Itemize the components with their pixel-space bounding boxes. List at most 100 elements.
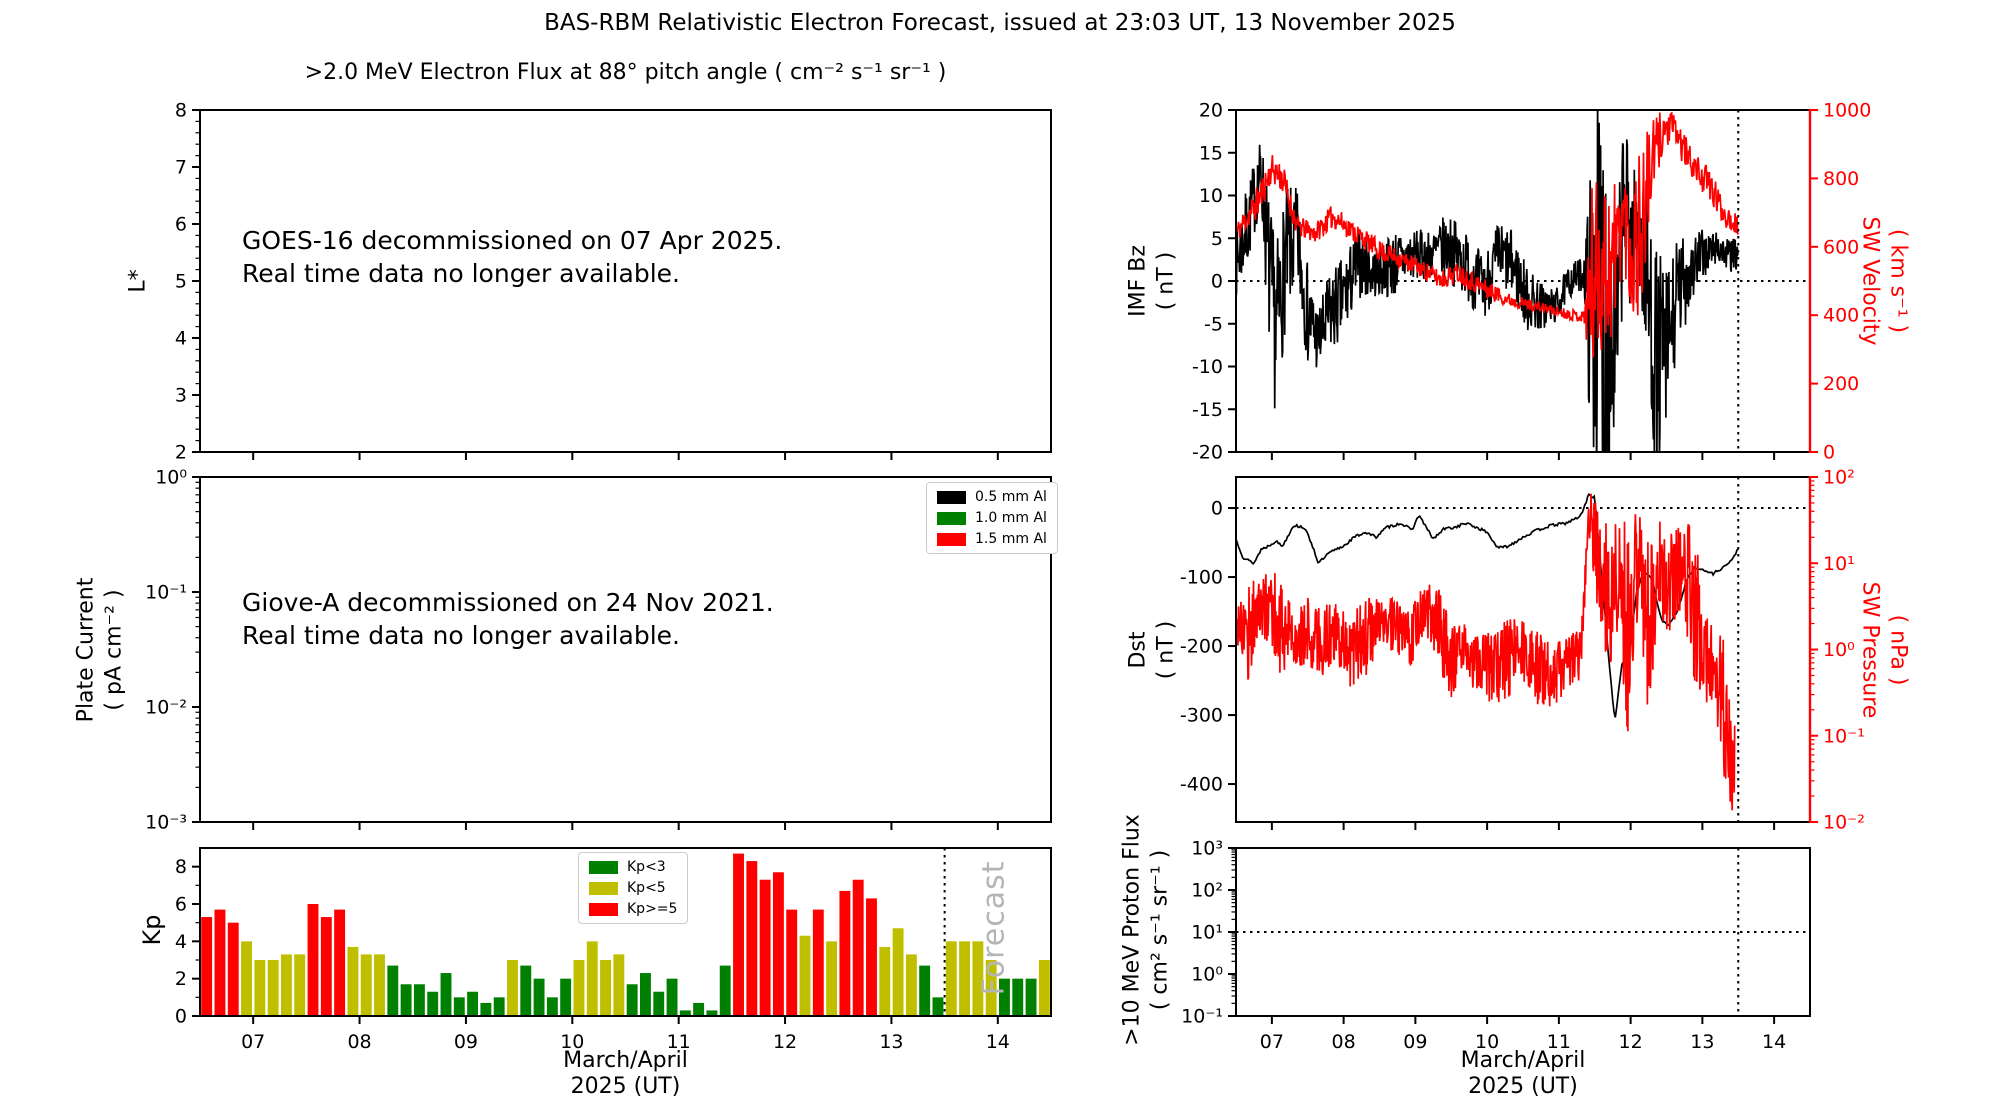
legend-item: 1.0 mm Al bbox=[937, 510, 1047, 526]
legend-item: 0.5 mm Al bbox=[937, 489, 1047, 505]
y-tick-label-right: 200 bbox=[1823, 373, 1859, 395]
kp-bar bbox=[972, 941, 984, 1016]
lstar-axis-label: L* bbox=[125, 269, 151, 293]
y-tick-label: -100 bbox=[1180, 567, 1223, 589]
goes16-decommissioned-note: GOES-16 decommissioned on 07 Apr 2025. R… bbox=[242, 226, 783, 288]
kp-bar bbox=[573, 960, 585, 1016]
y-tick-label-right: 10² bbox=[1823, 467, 1855, 489]
dst-pressure-panel: 0 -100 -200 -300 -400 10² 10¹ 10⁰ 10⁻¹ 10⁻² bbox=[1180, 467, 1865, 834]
kp-bar bbox=[759, 879, 771, 1016]
plate-current-axis-label: Plate Current( pA cm⁻² ) bbox=[73, 577, 127, 723]
x-tick-label: 09 bbox=[454, 1031, 478, 1053]
y-tick-label-right: 800 bbox=[1823, 168, 1859, 190]
kp-bar bbox=[786, 909, 798, 1016]
x-tick-label: 09 bbox=[1403, 1031, 1427, 1053]
kp-bar bbox=[959, 941, 971, 1016]
legend-item: Kp<3 bbox=[589, 859, 677, 875]
kp-bar bbox=[201, 917, 213, 1016]
kp-bar bbox=[374, 954, 385, 1016]
kp-bar bbox=[985, 960, 997, 1016]
sw-velocity-line bbox=[1236, 112, 1740, 358]
kp-bar bbox=[294, 954, 306, 1016]
y-tick-label: 8 bbox=[175, 100, 187, 122]
kp-bar bbox=[560, 978, 572, 1016]
y-tick-label: 10⁻³ bbox=[145, 812, 187, 834]
dst-axis-label: Dst( nT ) bbox=[1125, 620, 1179, 680]
legend-swatch-red bbox=[937, 532, 966, 546]
y-tick-label: 4 bbox=[175, 931, 187, 953]
y-tick-label: 0 bbox=[175, 1006, 187, 1028]
y-tick-label: 10⁰ bbox=[155, 467, 187, 489]
y-tick-label-right: 600 bbox=[1823, 236, 1859, 258]
x-tick-label: 08 bbox=[1332, 1031, 1356, 1053]
kp-bar bbox=[427, 991, 439, 1016]
y-tick-label: -10 bbox=[1192, 356, 1223, 378]
kp-bar bbox=[905, 954, 917, 1016]
x-tick-label: 11 bbox=[667, 1031, 691, 1053]
kp-bar bbox=[241, 941, 252, 1016]
kp-bar bbox=[839, 890, 851, 1016]
plate-current-panel: 10⁰ 10⁻¹ 10⁻² 10⁻³ bbox=[145, 467, 1052, 834]
kp-bar bbox=[799, 935, 811, 1016]
y-tick-label: 2 bbox=[175, 442, 187, 464]
kp-bar bbox=[932, 997, 944, 1016]
y-tick-label: 3 bbox=[175, 385, 187, 407]
x-tick-label: 12 bbox=[773, 1031, 797, 1053]
y-tick-label: -300 bbox=[1180, 705, 1223, 727]
x-tick-label: 10 bbox=[1475, 1031, 1499, 1053]
kp-bar bbox=[866, 898, 877, 1016]
y-tick-label: 10⁰ bbox=[1191, 964, 1223, 986]
y-tick-label-right: 10¹ bbox=[1823, 553, 1855, 575]
sw-pressure-line bbox=[1236, 493, 1736, 811]
y-tick-label: 10³ bbox=[1191, 838, 1223, 860]
y-tick-label: 2 bbox=[175, 968, 187, 990]
y-tick-label: -20 bbox=[1192, 442, 1223, 464]
x-tick-label: 10 bbox=[560, 1031, 584, 1053]
kp-bar bbox=[812, 909, 824, 1016]
kp-bar bbox=[360, 954, 372, 1016]
x-tick-label: 07 bbox=[1260, 1031, 1284, 1053]
proton-flux-panel: 07 08 09 10 11 12 13 14 10³ 10² 10¹ 10⁰ 10⁻¹ bbox=[1181, 838, 1811, 1053]
kp-bar bbox=[214, 909, 226, 1016]
dst-line bbox=[1236, 492, 1739, 718]
kp-bar bbox=[879, 946, 891, 1016]
kp-bar bbox=[520, 965, 532, 1016]
y-tick-label: 10 bbox=[1199, 185, 1223, 207]
kp-bar bbox=[706, 1010, 718, 1016]
kp-bar bbox=[639, 973, 651, 1016]
kp-bar bbox=[1025, 978, 1037, 1016]
electron-flux-panel: 2 3 4 5 6 7 8 bbox=[175, 100, 1052, 464]
proton-xaxis-title: March/April 2025 (UT) bbox=[1460, 1048, 1586, 1099]
kp-xaxis-title: March/April 2025 (UT) bbox=[563, 1048, 688, 1099]
legend-swatch-green bbox=[937, 511, 966, 525]
legend-item: Kp>=5 bbox=[589, 901, 677, 917]
kp-panel: 07 08 09 10 11 12 13 14 0 2 4 6 8 bbox=[175, 847, 1052, 1053]
kp-bar bbox=[493, 997, 505, 1016]
kp-bar bbox=[254, 960, 266, 1016]
kp-bar bbox=[852, 879, 864, 1016]
y-tick-label-right: 0 bbox=[1823, 442, 1835, 464]
plate-current-legend: 0.5 mm Al 1.0 mm Al 1.5 mm Al bbox=[926, 482, 1058, 554]
y-tick-label: 15 bbox=[1199, 142, 1223, 164]
imf-bz-axis-label: IMF Bz( nT ) bbox=[1125, 245, 1179, 317]
y-tick-label: 6 bbox=[175, 214, 187, 236]
kp-bar bbox=[546, 997, 558, 1016]
kp-bar bbox=[400, 984, 412, 1016]
y-tick-label: 20 bbox=[1199, 100, 1223, 122]
kp-bar bbox=[919, 965, 931, 1016]
kp-axis-label: Kp bbox=[138, 914, 166, 946]
y-tick-label: 5 bbox=[1211, 228, 1223, 250]
sw-velocity-axis-label: ( km s⁻¹ ) SW Velocity bbox=[1858, 216, 1911, 346]
kp-bar bbox=[267, 960, 279, 1016]
kp-bar bbox=[307, 904, 319, 1016]
x-tick-label: 12 bbox=[1619, 1031, 1643, 1053]
imf-bz-line bbox=[1236, 110, 1740, 452]
kp-bar bbox=[826, 941, 838, 1016]
x-tick-label: 13 bbox=[1690, 1031, 1714, 1053]
forecast-watermark: Forecast bbox=[976, 860, 1012, 996]
kp-bar bbox=[892, 928, 904, 1016]
electron-flux-panel-title: >2.0 MeV Electron Flux at 88° pitch angl… bbox=[304, 60, 947, 85]
x-tick-label: 14 bbox=[986, 1031, 1010, 1053]
